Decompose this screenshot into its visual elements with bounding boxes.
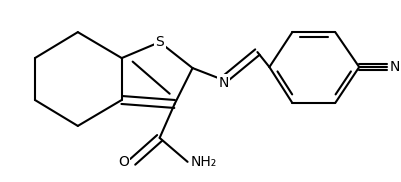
Text: N: N <box>218 76 228 90</box>
Text: NH₂: NH₂ <box>190 155 216 169</box>
Text: S: S <box>155 35 164 49</box>
Text: O: O <box>117 155 128 169</box>
Text: N: N <box>389 60 399 74</box>
